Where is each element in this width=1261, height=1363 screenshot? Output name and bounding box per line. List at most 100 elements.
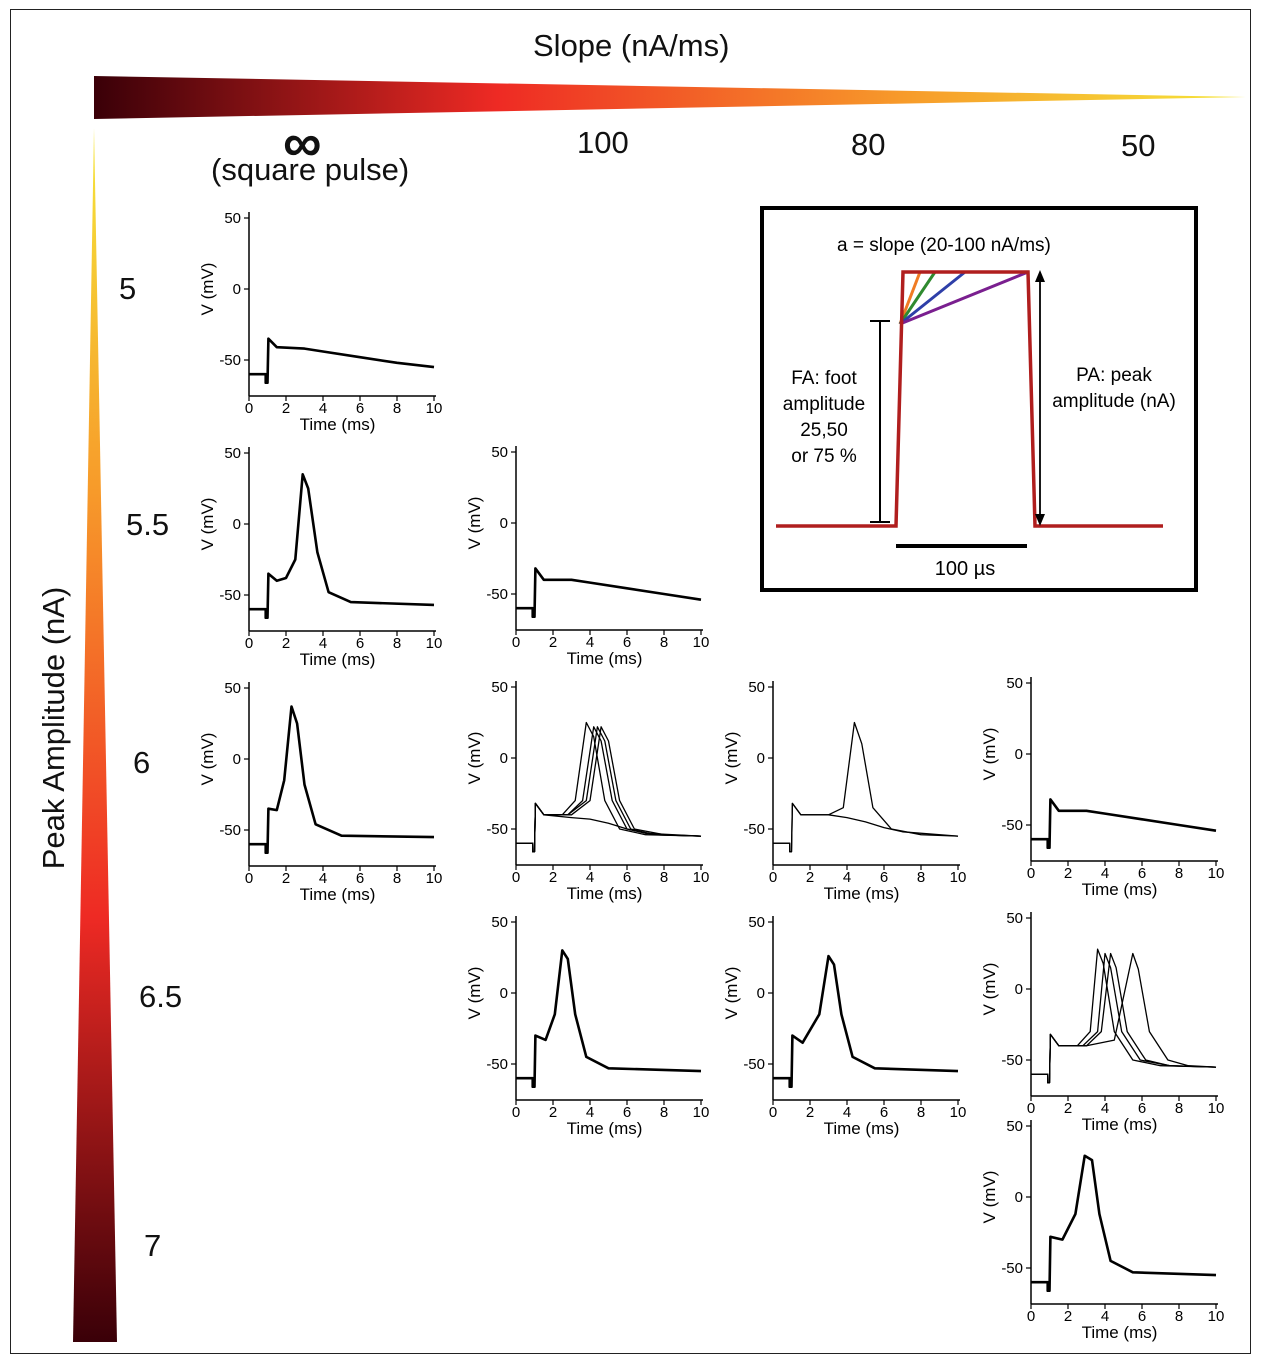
voltage-trace-1 [773,721,959,853]
x-tick-label: 10 [1208,865,1225,882]
x-axis-label: Time (ms) [567,884,643,903]
pa-label-line-1: PA: peak [1076,365,1152,386]
y-tick-label: 50 [1006,675,1023,692]
y-tick-label: 50 [748,914,765,931]
x-tick-label: 6 [880,869,888,886]
x-tick-label: 8 [660,1104,668,1121]
voltage-trace-1 [1031,1154,1217,1292]
voltage-trace-2 [516,726,702,853]
x-tick-label: 0 [1027,1100,1035,1117]
y-tick-label: 0 [500,515,508,532]
pulse-schematic-inset: a = slope (20-100 nA/ms) FA: foot amplit… [760,206,1198,592]
x-tick-label: 0 [769,869,777,886]
x-tick-label: 6 [880,1104,888,1121]
row-label-5.5: 5.5 [126,507,170,542]
x-axis-label: Time (ms) [824,1119,900,1138]
y-tick-label: -50 [219,587,241,604]
x-tick-label: 0 [245,870,253,887]
y-tick-label: -50 [486,821,508,838]
fa-label-line-1: FA: foot [791,368,857,389]
x-tick-label: 2 [549,634,557,651]
x-tick-label: 0 [245,635,253,652]
column-label-50: 50 [1121,128,1156,163]
column-label-80: 80 [851,127,886,162]
x-tick-label: 10 [426,635,443,652]
x-tick-label: 2 [1064,1100,1072,1117]
voltage-trace-1 [516,949,702,1088]
y-tick-label: 50 [224,445,241,462]
x-tick-label: 8 [660,869,668,886]
x-tick-label: 6 [623,869,631,886]
infinity-symbol: ∞ [283,113,322,173]
y-tick-label: 50 [224,210,241,227]
y-axis-label: V (mV) [465,497,484,550]
pa-arrow-head-up [1035,270,1045,282]
y-tick-label: 50 [1006,910,1023,927]
fa-label-line-3: 25,50 [800,420,848,441]
y-tick-label: 50 [491,444,508,461]
y-axis-label: V (mV) [980,728,999,781]
slope-line-blue [899,270,966,326]
y-tick-label: 0 [1015,746,1023,763]
slope-axis-title: Slope (nA/ms) [533,28,730,63]
slope-gradient-wedge [94,76,1246,119]
y-tick-label: -50 [219,822,241,839]
fa-label-line-4: or 75 % [791,446,857,467]
y-tick-label: -50 [486,586,508,603]
y-tick-label: 50 [224,680,241,697]
voltage-trace-3 [516,726,702,853]
voltage-trace-1 [516,567,702,618]
x-tick-label: 0 [512,634,520,651]
x-tick-label: 2 [806,869,814,886]
figure-frame [10,9,1251,1354]
voltage-trace-2 [1031,952,1217,1084]
y-axis-label: V (mV) [465,732,484,785]
row-label-5: 5 [119,271,137,306]
voltage-trace-5 [516,802,702,853]
x-tick-label: 4 [586,634,594,651]
panel-slope50-6: 50 0 -50 0 2 4 6 8 10 Time (ms) V (mV) [980,675,1225,899]
x-tick-label: 2 [282,635,290,652]
x-axis-label: Time (ms) [1082,880,1158,899]
x-tick-label: 2 [282,400,290,417]
voltage-trace-2 [773,802,959,853]
x-tick-label: 2 [549,1104,557,1121]
x-tick-label: 4 [843,1104,851,1121]
y-tick-label: 0 [233,516,241,533]
peak-gradient-wedge [73,128,117,1342]
y-tick-label: 0 [1015,981,1023,998]
voltage-trace-1 [1031,948,1217,1084]
x-tick-label: 10 [693,1104,710,1121]
inset-slope-label: a = slope (20-100 nA/ms) [837,235,1051,256]
y-tick-label: 50 [491,679,508,696]
x-tick-label: 4 [1101,1308,1109,1325]
x-tick-label: 0 [512,1104,520,1121]
x-axis-label: Time (ms) [1082,1323,1158,1342]
x-tick-label: 8 [1175,865,1183,882]
y-tick-label: 0 [500,750,508,767]
x-tick-label: 6 [356,400,364,417]
pa-label-line-2: amplitude (nA) [1052,391,1176,412]
slope-line-purple [899,270,1029,326]
y-axis-label: V (mV) [465,967,484,1020]
panel-slope80-6: 50 0 -50 0 2 4 6 8 10 Time (ms) V (mV) [722,679,966,903]
x-tick-label: 4 [319,870,327,887]
y-tick-label: 0 [500,985,508,1002]
x-tick-label: 10 [1208,1308,1225,1325]
voltage-trace-4 [516,726,702,853]
row-label-7: 7 [144,1228,162,1263]
x-tick-label: 0 [512,869,520,886]
panel-slope80-6.5: 50 0 -50 0 2 4 6 8 10 Time (ms) V (mV) [722,914,966,1138]
x-tick-label: 0 [245,400,253,417]
y-tick-label: 0 [757,985,765,1002]
y-axis-label: V (mV) [722,967,741,1020]
x-tick-label: 6 [1138,1308,1146,1325]
x-tick-label: 10 [426,400,443,417]
x-axis-label: Time (ms) [300,885,376,904]
square-pulse-caption: (square pulse) [211,152,410,187]
y-axis-label: V (mV) [198,263,217,316]
voltage-trace-3 [1031,952,1217,1084]
y-tick-label: 0 [757,750,765,767]
row-label-6: 6 [133,745,151,780]
